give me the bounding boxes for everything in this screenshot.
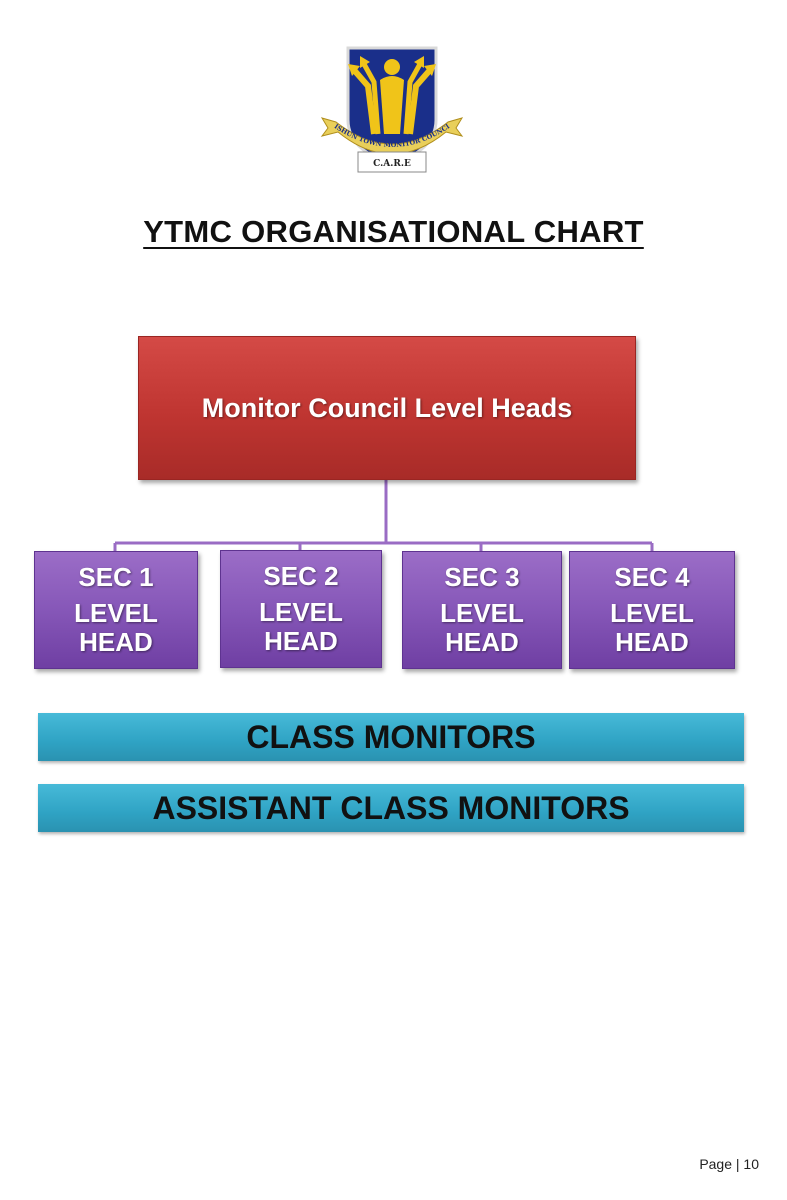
- arrow-head-r2: [414, 56, 424, 68]
- arrow-left-1: [351, 68, 377, 135]
- sec-2-level-head-box: SEC 2 LEVEL HEAD: [220, 550, 382, 668]
- arrow-right-1: [407, 68, 433, 135]
- sec-2-label: SEC 2: [263, 561, 339, 591]
- top-node-label: Monitor Council Level Heads: [201, 392, 573, 423]
- figure-body: [380, 76, 404, 134]
- class-monitors-label: CLASS MONITORS: [246, 718, 536, 755]
- arrow-head-l1: [348, 64, 360, 76]
- monitor-council-level-heads-box: Monitor Council Level Heads: [138, 336, 636, 480]
- sec-3-label: SEC 3: [444, 562, 520, 592]
- arrow-left-2: [361, 62, 381, 135]
- arrow-right-2: [403, 62, 423, 135]
- motto-plate: [357, 151, 427, 173]
- sec-3-level-head-box: SEC 3 LEVEL HEAD: [402, 551, 562, 669]
- motto-text: C.A.R.E: [373, 159, 411, 169]
- sec-1-level-head-box: SEC 1 LEVEL HEAD: [34, 551, 198, 669]
- sec-1-label: SEC 1: [78, 562, 154, 592]
- sec-2-role: LEVEL HEAD: [259, 597, 343, 656]
- sec-1-role: LEVEL HEAD: [74, 598, 158, 657]
- assistant-class-monitors-band: ASSISTANT CLASS MONITORS: [38, 784, 744, 832]
- page-title: YTMC ORGANISATIONAL CHART: [143, 214, 644, 249]
- sec-4-level-head-box: SEC 4 LEVEL HEAD: [569, 551, 735, 669]
- ribbon-band: [320, 117, 464, 155]
- sec-3-role: LEVEL HEAD: [440, 598, 524, 657]
- page-number: Page | 10: [699, 1156, 759, 1172]
- arrow-head-l2: [360, 56, 370, 68]
- sec-4-label: SEC 4: [614, 562, 690, 592]
- class-monitors-band: CLASS MONITORS: [38, 713, 744, 761]
- ytmc-logo: YISHUN TOWN MONITOR COUNCIL C.A.R.E: [318, 42, 464, 173]
- assistant-class-monitors-label: ASSISTANT CLASS MONITORS: [152, 789, 630, 826]
- figure-head: [384, 59, 400, 75]
- sec-4-role: LEVEL HEAD: [610, 598, 694, 657]
- arrow-head-r1: [424, 64, 436, 76]
